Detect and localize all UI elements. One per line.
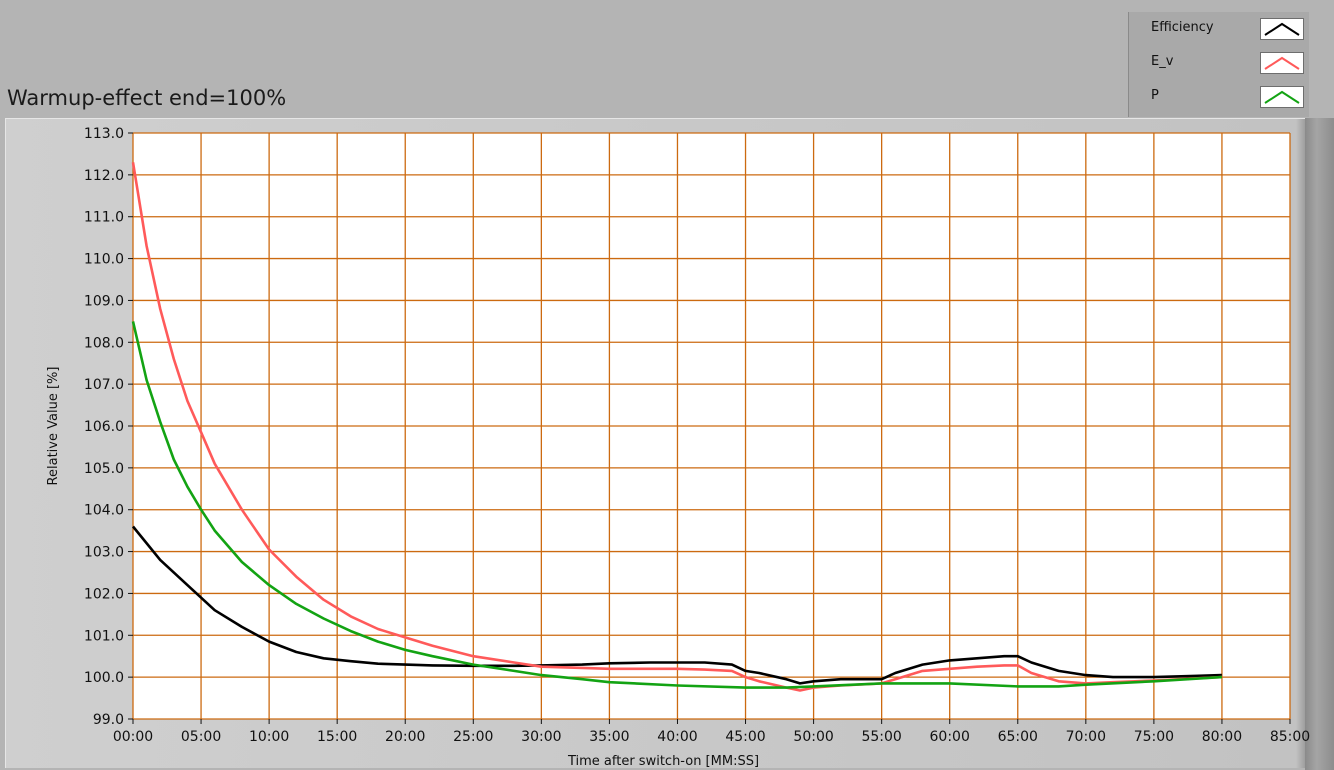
x-tick-label: 50:00 xyxy=(793,729,833,745)
legend-item-p[interactable]: P xyxy=(1129,82,1309,112)
y-tick-label: 105.0 xyxy=(84,461,124,477)
legend-swatch-p[interactable] xyxy=(1260,86,1304,108)
x-tick-label: 55:00 xyxy=(861,729,901,745)
y-tick-label: 107.0 xyxy=(84,377,124,393)
grid-lines xyxy=(132,132,1291,720)
legend-label-efficiency: Efficiency xyxy=(1151,20,1214,35)
x-tick-label: 45:00 xyxy=(725,729,765,745)
legend-item-e-v[interactable]: E_v xyxy=(1129,48,1309,78)
y-tick-label: 102.0 xyxy=(84,586,124,602)
x-tick-label: 35:00 xyxy=(589,729,629,745)
series-lines xyxy=(131,162,1222,692)
y-tick-label: 113.0 xyxy=(84,126,124,142)
legend-label-e-v: E_v xyxy=(1151,54,1174,69)
x-tick-label: 30:00 xyxy=(521,729,561,745)
series-line-p xyxy=(131,321,1222,689)
legend-line-efficiency-icon xyxy=(1264,22,1300,36)
graph-title: Warmup-effect end=100% xyxy=(7,86,287,110)
axis-ticks: 00:00 05:00 10:00 15:00 20:00 25:00 30:00 35:00… xyxy=(84,126,1310,745)
x-tick-label: 00:00 xyxy=(113,729,153,745)
y-tick-label: 100.0 xyxy=(84,670,124,686)
x-tick-label: 85:00 xyxy=(1270,729,1310,745)
y-tick-label: 109.0 xyxy=(84,293,124,309)
y-tick-label: 103.0 xyxy=(84,545,124,561)
series-line-efficiency xyxy=(131,525,1222,685)
legend-line-p-icon xyxy=(1264,90,1300,104)
x-tick-label: 20:00 xyxy=(385,729,425,745)
x-tick-label: 15:00 xyxy=(317,729,357,745)
legend-label-p: P xyxy=(1151,88,1159,103)
series-line-e-v xyxy=(131,162,1222,692)
legend-item-efficiency[interactable]: Efficiency xyxy=(1129,14,1309,44)
y-tick-label: 112.0 xyxy=(84,168,124,184)
y-tick-label: 99.0 xyxy=(93,712,124,728)
y-tick-label: 101.0 xyxy=(84,628,124,644)
legend-swatch-e-v[interactable] xyxy=(1260,52,1304,74)
y-tick-label: 110.0 xyxy=(84,252,124,268)
y-axis-label: Relative Value [%] xyxy=(46,367,61,486)
x-tick-label: 05:00 xyxy=(181,729,221,745)
x-tick-label: 40:00 xyxy=(657,729,697,745)
y-tick-label: 111.0 xyxy=(84,210,124,226)
x-tick-label: 80:00 xyxy=(1202,729,1242,745)
x-tick-label: 60:00 xyxy=(930,729,970,745)
y-tick-label: 108.0 xyxy=(84,335,124,351)
legend-swatch-efficiency[interactable] xyxy=(1260,18,1304,40)
y-tick-label: 106.0 xyxy=(84,419,124,435)
x-tick-label: 75:00 xyxy=(1134,729,1174,745)
legend-line-e-v-icon xyxy=(1264,56,1300,70)
y-tick-label: 104.0 xyxy=(84,503,124,519)
x-tick-label: 10:00 xyxy=(249,729,289,745)
x-tick-label: 65:00 xyxy=(998,729,1038,745)
x-tick-label: 25:00 xyxy=(453,729,493,745)
scrollbar-strip xyxy=(1305,118,1334,770)
x-tick-label: 70:00 xyxy=(1066,729,1106,745)
x-axis-label: Time after switch-on [MM:SS] xyxy=(567,754,759,769)
plot-legend[interactable]: Efficiency E_v P xyxy=(1128,12,1309,117)
